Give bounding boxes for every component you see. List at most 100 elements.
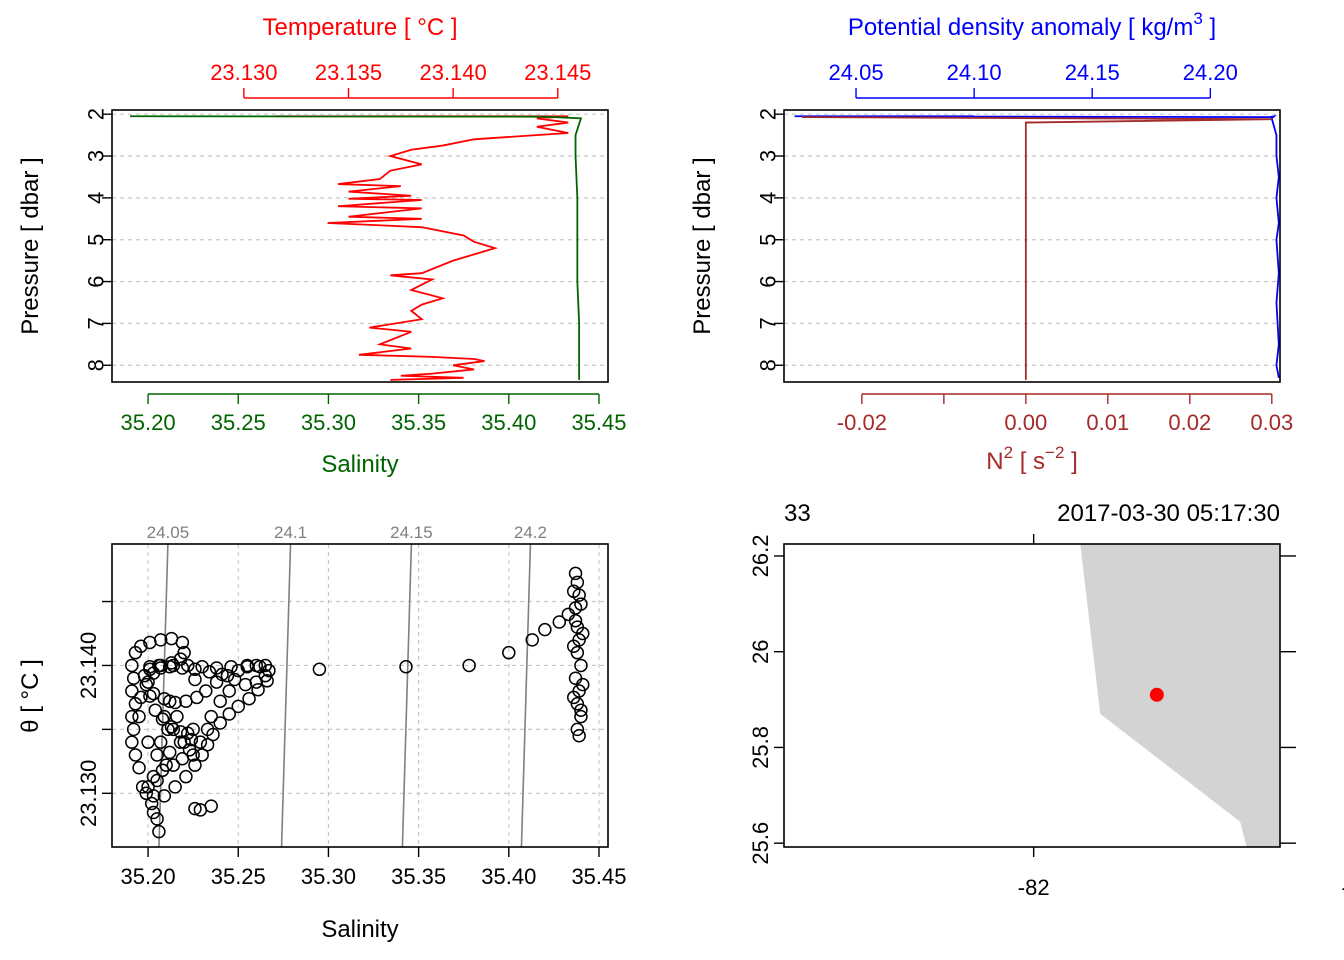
ts-point xyxy=(177,735,191,749)
ts-point xyxy=(570,722,585,737)
pressure-tick-label: 2 xyxy=(84,108,109,120)
ts-point xyxy=(566,690,581,705)
density-profile-plot-frame xyxy=(783,109,1281,383)
ts-point xyxy=(128,748,143,762)
pressure-tick-label: 2 xyxy=(756,108,781,120)
ts-point xyxy=(146,789,161,803)
n2-axis-title: N2 [ s−2 ] xyxy=(986,443,1078,475)
temperature-tick-label: 23.130 xyxy=(210,60,277,85)
ts-profile-series xyxy=(130,115,583,381)
theta-tick-label: 23.130 xyxy=(76,760,101,827)
pressure-tick-label: 6 xyxy=(84,275,109,287)
ts-point xyxy=(231,699,246,714)
ts-diagram-points xyxy=(125,566,590,839)
salinity-tick-label: 35.20 xyxy=(121,410,176,435)
pressure-tick-label: 5 xyxy=(84,234,109,246)
theta-tick-label: 23.140 xyxy=(76,632,101,699)
ts-point xyxy=(146,769,161,784)
ts-point xyxy=(199,684,213,698)
isopycnal-label: 24.1 xyxy=(274,523,307,542)
ts-point xyxy=(153,658,168,673)
ts-point xyxy=(141,675,155,689)
ts-point xyxy=(195,748,209,762)
salinity-tick-label: 35.25 xyxy=(211,410,266,435)
ts-point xyxy=(162,745,177,760)
ts-point xyxy=(552,615,567,629)
ts-point xyxy=(179,769,193,784)
longitude-tick-label: -81.5 xyxy=(1341,875,1344,900)
ts-point xyxy=(143,689,157,703)
pressure-axis-title: Pressure [ dbar ] xyxy=(17,157,44,334)
salinity-tick-label: 35.40 xyxy=(481,864,536,889)
salinity-tick-label: 35.30 xyxy=(301,410,356,435)
density-axis-title: Potential density anomaly [ kg/m3 ] xyxy=(848,9,1216,41)
latitude-tick-label: 25.8 xyxy=(748,726,773,769)
station-marker xyxy=(1149,687,1164,702)
isopycnal-label: 24.15 xyxy=(390,523,433,542)
latitude-tick-label: 26 xyxy=(748,639,773,663)
temperature-tick-label: 23.135 xyxy=(315,60,382,85)
ts-point xyxy=(125,735,139,749)
isopycnal-line xyxy=(520,543,532,848)
ts-point xyxy=(139,786,154,801)
ts-point xyxy=(572,729,586,743)
ts-point xyxy=(146,686,161,701)
ts-point xyxy=(132,709,146,724)
density-axis-title-exponent: 3 xyxy=(1193,9,1202,28)
ts-point xyxy=(262,663,276,678)
ts-point xyxy=(525,633,539,647)
n2-tick-label: 0.01 xyxy=(1086,410,1129,435)
ts-point xyxy=(202,665,217,679)
n2-axis-title-close: ] xyxy=(1064,448,1077,475)
station-label: 33 xyxy=(784,500,811,527)
isopycnal-line xyxy=(401,543,413,848)
ts-point xyxy=(188,801,202,816)
ts-point xyxy=(152,824,166,839)
salinity-tick-label: 35.40 xyxy=(481,410,536,435)
ts-point xyxy=(204,709,218,724)
ts-diagram-isopycnals: 24.05 24.1 24.15 24.2 xyxy=(147,523,547,848)
ts-point xyxy=(170,709,184,724)
ts-point xyxy=(168,780,182,794)
ts-point xyxy=(574,709,588,724)
ts-point xyxy=(125,684,139,698)
ts-point xyxy=(181,658,195,673)
ts-point xyxy=(209,661,224,675)
density-tick-label: 24.20 xyxy=(1183,60,1238,85)
isopycnal-label: 24.2 xyxy=(514,523,547,542)
ts-point xyxy=(566,584,581,599)
ts-point xyxy=(150,812,164,826)
ts-point xyxy=(502,645,516,660)
pressure-tick-label: 8 xyxy=(84,359,109,371)
ts-point xyxy=(153,735,168,749)
salinity-tick-label: 35.45 xyxy=(571,864,626,889)
pressure-tick-label: 7 xyxy=(756,317,781,329)
ts-point xyxy=(574,597,588,611)
density-axis-title-main: Potential density anomaly [ kg/m xyxy=(848,14,1194,41)
ts-point xyxy=(568,566,583,581)
n2-tick-label: 0.00 xyxy=(1004,410,1047,435)
ts-point xyxy=(177,645,191,660)
ts-point xyxy=(574,703,588,717)
n2-axis-title-n: N xyxy=(986,448,1003,475)
ts-point xyxy=(568,671,583,685)
ts-point xyxy=(238,677,253,692)
ts-point xyxy=(200,737,215,752)
n2-profile-line xyxy=(802,116,1272,380)
ts-point xyxy=(193,803,208,817)
pressure-tick-label: 3 xyxy=(84,150,109,162)
ts-point xyxy=(190,690,204,705)
ts-point xyxy=(200,722,215,737)
ts-point xyxy=(222,707,236,721)
ts-point xyxy=(157,709,172,724)
salinity-axis-title: Salinity xyxy=(321,451,398,478)
ts-point xyxy=(134,690,148,705)
pressure-tick-label: 8 xyxy=(756,359,781,371)
ts-point xyxy=(193,735,208,749)
ts-point xyxy=(538,622,552,637)
ts-point xyxy=(224,659,238,674)
panel-density-profile: 2 3 4 5 6 7 8 24.05 24.10 24.15 24.20 -0.02 0.00 0.… xyxy=(689,9,1293,475)
isopycnal-line xyxy=(158,543,169,848)
pressure-tick-label: 5 xyxy=(756,234,781,246)
